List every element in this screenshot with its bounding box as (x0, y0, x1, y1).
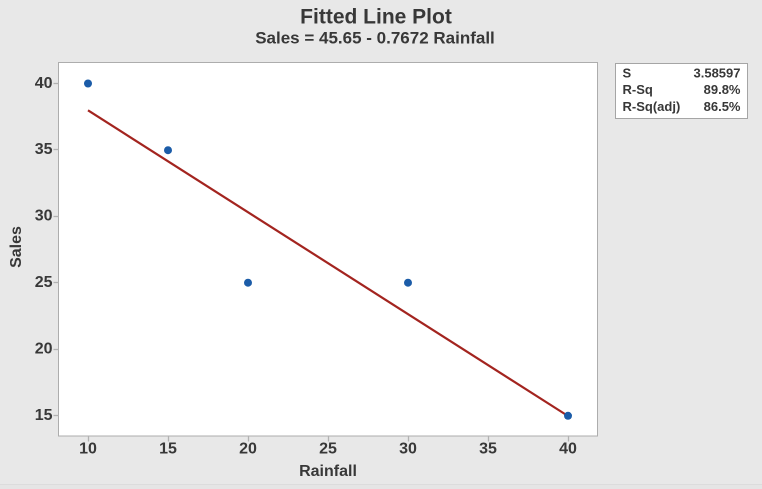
svg-text:20: 20 (239, 441, 257, 458)
svg-text:Sales: Sales (8, 226, 25, 268)
svg-text:3.58597: 3.58597 (694, 66, 741, 81)
svg-text:Sales = 45.65 - 0.7672 Rainfal: Sales = 45.65 - 0.7672 Rainfall (255, 29, 495, 48)
svg-text:89.8%: 89.8% (704, 82, 741, 97)
svg-text:35: 35 (35, 141, 53, 158)
svg-text:25: 25 (35, 274, 53, 291)
svg-text:R-Sq(adj): R-Sq(adj) (623, 99, 681, 114)
svg-text:30: 30 (35, 208, 53, 225)
svg-text:15: 15 (159, 441, 177, 458)
svg-text:Fitted Line Plot: Fitted Line Plot (300, 6, 452, 29)
svg-text:30: 30 (399, 441, 417, 458)
svg-text:S: S (623, 66, 632, 81)
svg-text:25: 25 (319, 441, 337, 458)
svg-text:10: 10 (79, 441, 97, 458)
svg-text:R-Sq: R-Sq (623, 82, 653, 97)
svg-text:40: 40 (559, 441, 577, 458)
svg-text:86.5%: 86.5% (704, 99, 741, 114)
svg-text:40: 40 (35, 75, 53, 92)
svg-text:15: 15 (35, 407, 53, 424)
svg-text:Rainfall: Rainfall (299, 463, 357, 480)
svg-text:20: 20 (35, 340, 53, 357)
svg-text:35: 35 (479, 441, 497, 458)
